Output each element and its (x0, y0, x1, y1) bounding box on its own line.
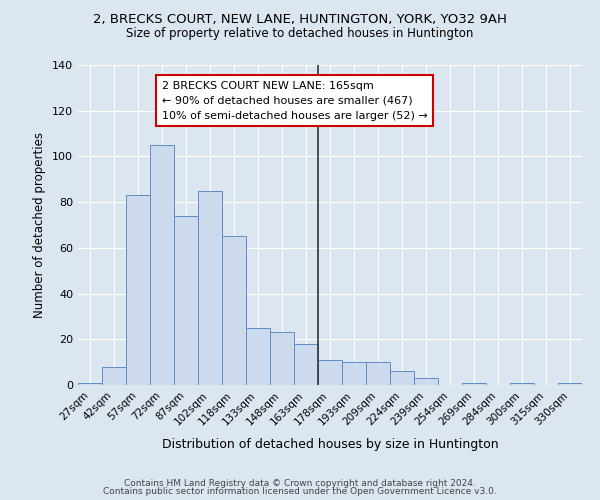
Bar (198, 190, 222, 385)
Bar (414, 378, 438, 385)
Bar (78, 382, 102, 385)
X-axis label: Distribution of detached houses by size in Huntington: Distribution of detached houses by size … (161, 438, 499, 451)
Bar (270, 332, 294, 385)
Bar (246, 328, 270, 385)
Bar (102, 366, 126, 385)
Text: 2 BRECKS COURT NEW LANE: 165sqm
← 90% of detached houses are smaller (467)
10% o: 2 BRECKS COURT NEW LANE: 165sqm ← 90% of… (162, 81, 428, 120)
Bar (342, 362, 366, 385)
Bar (294, 344, 318, 385)
Text: Size of property relative to detached houses in Huntington: Size of property relative to detached ho… (127, 28, 473, 40)
Bar (126, 196, 150, 385)
Bar (150, 145, 174, 385)
Bar (222, 236, 246, 385)
Bar (366, 362, 390, 385)
Bar (318, 360, 342, 385)
Text: Contains public sector information licensed under the Open Government Licence v3: Contains public sector information licen… (103, 487, 497, 496)
Bar (390, 372, 414, 385)
Bar (174, 216, 198, 385)
Bar (510, 382, 534, 385)
Bar (462, 382, 486, 385)
Bar (558, 382, 582, 385)
Text: Contains HM Land Registry data © Crown copyright and database right 2024.: Contains HM Land Registry data © Crown c… (124, 478, 476, 488)
Text: 2, BRECKS COURT, NEW LANE, HUNTINGTON, YORK, YO32 9AH: 2, BRECKS COURT, NEW LANE, HUNTINGTON, Y… (93, 12, 507, 26)
Y-axis label: Number of detached properties: Number of detached properties (34, 132, 46, 318)
